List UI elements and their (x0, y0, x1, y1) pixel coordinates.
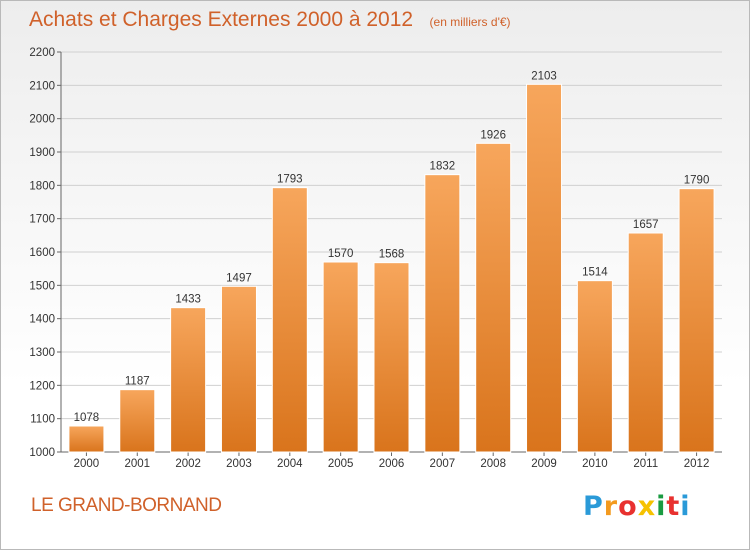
x-tick-label: 2006 (379, 458, 405, 470)
y-tick-label: 2100 (29, 80, 55, 92)
bar (271, 187, 308, 453)
x-tick-label: 2008 (480, 458, 506, 470)
brand-letter: t (666, 491, 681, 522)
chart-title: Achats et Charges Externes 2000 à 2012 (29, 8, 414, 31)
bar (526, 83, 563, 453)
brand-logo: Proxiti (583, 491, 691, 522)
brand-letter: P (583, 491, 604, 522)
y-tick-label: 2000 (29, 114, 55, 126)
data-label: 1793 (277, 174, 303, 186)
data-label: 1433 (175, 294, 201, 306)
data-label: 1187 (125, 376, 150, 388)
x-tick-label: 2005 (328, 458, 354, 470)
x-tick-label: 2011 (633, 458, 658, 470)
y-tick-label: 1100 (30, 414, 55, 426)
brand-letter: i (680, 491, 691, 522)
data-label: 1497 (226, 272, 252, 284)
bar (424, 174, 461, 453)
bar (220, 285, 257, 453)
y-tick-label: 1600 (29, 247, 55, 259)
data-label: 1514 (582, 267, 608, 279)
data-label: 1832 (430, 161, 456, 173)
bar (119, 389, 156, 453)
y-tick-label: 1400 (29, 314, 55, 326)
title-row: Achats et Charges Externes 2000 à 2012 (… (29, 8, 511, 32)
brand-letter: x (637, 491, 657, 522)
x-tick-label: 2003 (226, 458, 252, 470)
labels: 1078 1187 1433 1497 1793 1570 1568 1832 1926 2103… (74, 70, 710, 424)
y-tick-label: 2200 (29, 47, 55, 59)
y-tick-label: 1700 (29, 214, 55, 226)
data-label: 1657 (633, 219, 659, 231)
y-tick-label: 1500 (29, 280, 55, 292)
y-tick-label: 1300 (29, 347, 55, 359)
x-tick-label: 2007 (430, 458, 456, 470)
bar (576, 280, 613, 453)
data-label: 1926 (480, 129, 506, 141)
bars (68, 83, 715, 453)
y-tick-label: 1200 (29, 380, 55, 392)
y-tick-label: 1000 (29, 447, 55, 459)
brand-letter: o (618, 491, 638, 522)
data-label: 1790 (684, 175, 710, 187)
bar (678, 188, 715, 453)
x-tick-label: 2004 (277, 458, 303, 470)
x-tick-label: 2001 (124, 458, 150, 470)
data-label: 2103 (531, 70, 557, 82)
bar (627, 232, 664, 453)
bar (322, 261, 359, 453)
brand-letter: r (603, 491, 619, 522)
x-tick-label: 2010 (582, 458, 608, 470)
y-tick-label: 1900 (29, 147, 55, 159)
city-name: LE GRAND-BORNAND (31, 495, 222, 516)
x-tick-label: 2000 (74, 458, 100, 470)
x-tick-label: 2002 (175, 458, 201, 470)
brand-letter: i (656, 491, 667, 522)
data-label: 1078 (74, 412, 100, 424)
x-tick-label: 2009 (531, 458, 557, 470)
data-label: 1570 (328, 248, 354, 260)
bar (373, 262, 410, 453)
bar (170, 307, 207, 453)
axes: 1000 1100 1200 1300 1400 1500 1600 1700 1800 1900… (29, 47, 722, 470)
x-tick-label: 2012 (684, 458, 710, 470)
data-label: 1568 (379, 249, 405, 261)
chart-unit: (en milliers d'€) (429, 15, 511, 29)
bar (68, 425, 105, 453)
bar (475, 142, 512, 453)
y-tick-label: 1800 (29, 180, 55, 192)
